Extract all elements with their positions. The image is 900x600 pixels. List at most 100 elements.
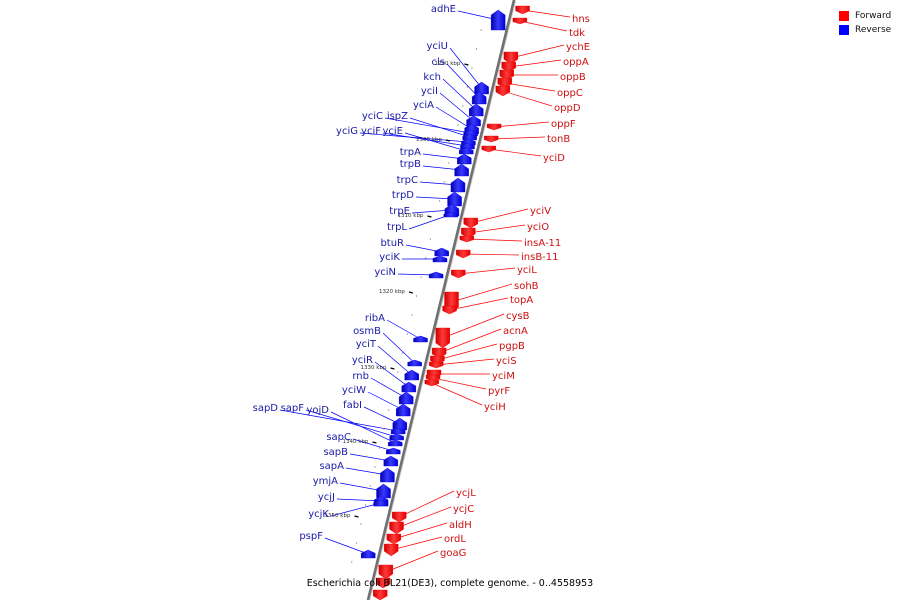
legend-reverse: Reverse	[839, 23, 891, 37]
reverse-gene-leader	[377, 345, 412, 376]
forward-gene-leader	[391, 536, 443, 551]
genome-caption: Escherichia coli BL21(DE3), complete gen…	[306, 578, 594, 589]
reverse-gene-leader	[330, 411, 396, 444]
forward-gene-glyph	[391, 511, 407, 523]
forward-gene-label: ordL	[444, 534, 466, 545]
forward-gene-label: topA	[510, 295, 533, 306]
reverse-gene-glyph	[373, 499, 388, 507]
reverse-gene-label: pspF	[299, 531, 323, 542]
reverse-gene-label: kch	[423, 72, 441, 83]
legend-forward-label: Forward	[855, 11, 892, 21]
reverse-gene-glyph	[392, 417, 408, 431]
forward-gene-label: oppA	[563, 57, 589, 68]
reverse-gene-glyph	[466, 115, 481, 127]
reverse-gene-glyph	[383, 455, 399, 467]
reverse-gene-glyph	[413, 335, 428, 343]
reverse-gene-label: yciE	[382, 126, 403, 137]
reverse-gene-label: sapD	[253, 403, 279, 414]
scale-tick-mark	[445, 139, 451, 142]
forward-gene-label: yciH	[484, 402, 506, 413]
reverse-gene-glyph	[447, 191, 462, 207]
reverse-gene-glyph	[457, 153, 472, 165]
forward-gene-leader	[488, 148, 542, 157]
forward-gene-glyph	[459, 235, 475, 243]
forward-gene-glyph	[375, 577, 391, 589]
reverse-gene-leader	[279, 409, 399, 432]
forward-gene-leader	[458, 267, 516, 275]
reverse-gene-label: sapB	[323, 447, 348, 458]
forward-gene-label: ycjL	[456, 488, 476, 499]
reverse-gene-leader	[382, 332, 415, 364]
scale-tick-label: 1310 kbp	[398, 213, 424, 219]
forward-gene-leader	[470, 208, 529, 224]
reverse-gene-label: yciC	[362, 111, 383, 122]
forward-gene-glyph	[495, 85, 511, 97]
scale-tick-label: 1300 kbp	[416, 137, 442, 143]
forward-gene-leader	[522, 9, 571, 18]
reverse-gene-glyph	[490, 9, 506, 31]
reverse-gene-leader	[439, 92, 474, 122]
forward-gene-label: insA-11	[524, 238, 561, 249]
forward-gene-label: oppB	[560, 72, 586, 83]
forward-gene-glyph	[428, 361, 444, 369]
reverse-gene-glyph	[460, 142, 475, 150]
forward-gene-glyph	[442, 305, 457, 315]
reverse-gene-leader	[446, 63, 480, 99]
reverse-gene-label: fabI	[343, 400, 362, 411]
scale-tick-label: 1350 kbp	[325, 513, 351, 519]
reverse-gene-glyph	[360, 549, 376, 559]
forward-gene-label: yciL	[517, 265, 537, 276]
reverse-gene-glyph	[407, 359, 422, 367]
forward-gene-leader	[508, 59, 562, 68]
forward-gene-label: yciM	[492, 371, 515, 382]
forward-gene-glyph	[373, 589, 388, 600]
forward-gene-label: hns	[572, 14, 590, 25]
forward-gene-label: oppC	[557, 88, 583, 99]
forward-gene-glyph	[383, 543, 399, 557]
scale-tick-mark	[427, 215, 432, 218]
reverse-gene-label: yciU	[426, 41, 448, 52]
scale-tick-label: 1320 kbp	[379, 289, 405, 295]
forward-gene-glyph	[463, 217, 478, 229]
reverse-gene-label: yciA	[413, 100, 434, 111]
forward-gene-label: tonB	[547, 134, 570, 145]
reverse-gene-leader	[330, 502, 381, 517]
forward-gene-label: yciO	[527, 222, 549, 233]
forward-gene-leader	[436, 358, 495, 366]
forward-gene-glyph	[512, 17, 528, 25]
scale-tick-mark	[372, 441, 377, 444]
reverse-gene-leader	[363, 406, 400, 425]
scale-tick-mark	[354, 515, 359, 518]
reverse-gene-glyph	[462, 133, 477, 141]
reverse-gene-glyph	[380, 467, 395, 483]
reverse-gene-label: yciT	[356, 339, 377, 350]
reverse-gene-label: ymjA	[313, 476, 338, 487]
reverse-gene-label: yciR	[352, 355, 373, 366]
forward-gene-leader	[432, 377, 487, 390]
reverse-gene-label: ycjJ	[318, 492, 335, 503]
forward-gene-label: aldH	[449, 520, 472, 531]
reverse-gene-glyph	[396, 403, 411, 417]
forward-gene-label: yciV	[530, 206, 551, 217]
forward-gene-glyph	[503, 51, 519, 65]
reverse-gene-label: yciW	[342, 385, 366, 396]
forward-gene-glyph	[389, 521, 404, 535]
reverse-gene-label: yciN	[374, 267, 396, 278]
reverse-gene-glyph	[443, 211, 459, 218]
reverse-gene-label: sapC	[326, 432, 351, 443]
forward-gene-leader	[385, 550, 439, 573]
reverse-gene-label: ispZ	[387, 111, 408, 122]
forward-gene-glyph	[435, 327, 450, 349]
reverse-gene-leader	[386, 319, 421, 340]
reverse-gene-glyph	[389, 433, 404, 441]
reverse-gene-glyph	[376, 483, 391, 499]
forward-gene-label: oppF	[551, 119, 576, 130]
reverse-gene-label: sapF	[281, 403, 305, 414]
reverse-gene-label: yciK	[379, 252, 400, 263]
forward-gene-glyph	[451, 269, 466, 279]
reverse-gene-label: trpA	[400, 147, 421, 158]
forward-gene-leader	[438, 328, 502, 354]
forward-gene-leader	[396, 506, 452, 529]
forward-gene-glyph	[481, 145, 496, 153]
